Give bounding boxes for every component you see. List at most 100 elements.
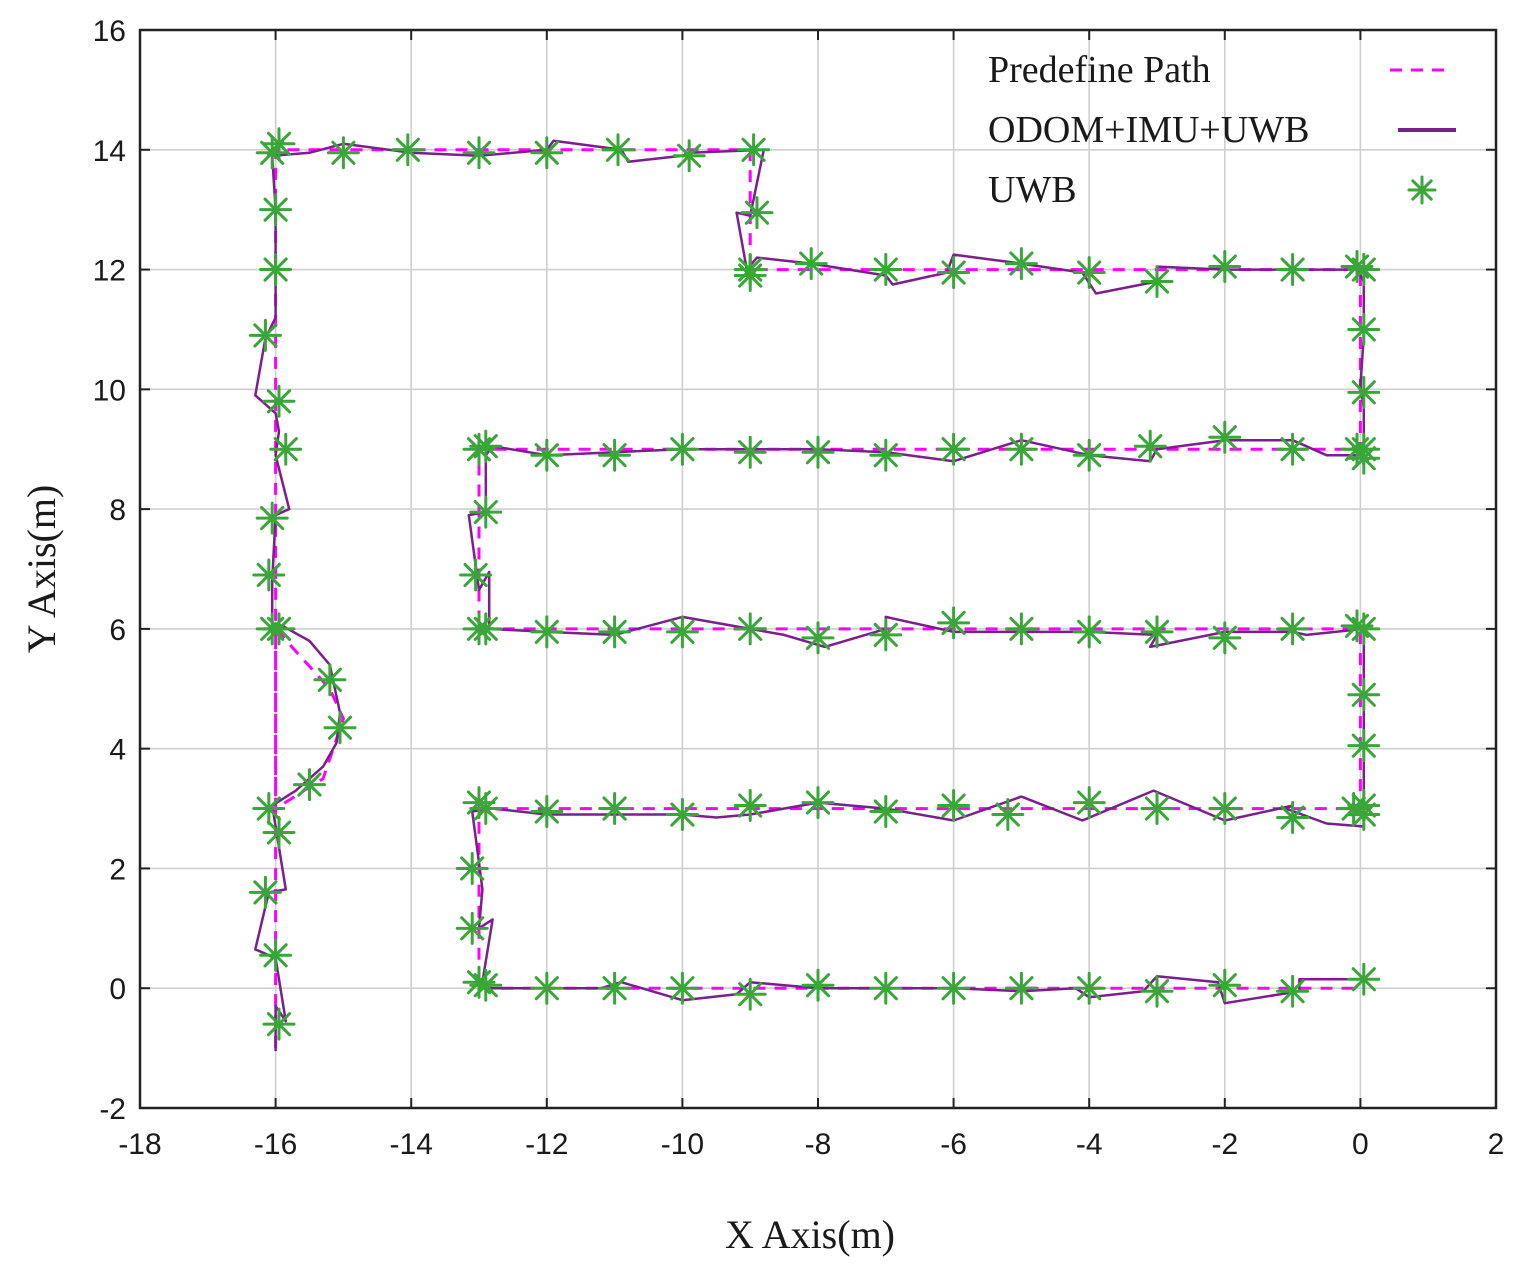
uwb-point [1208,968,1242,1002]
uwb-point [530,971,564,1005]
uwb-point [259,938,293,972]
uwb-point [801,435,835,469]
uwb-point [269,432,303,466]
uwb-point [1276,974,1310,1008]
uwb-point [598,971,632,1005]
series-uwb [248,127,1381,1041]
uwb-point [530,615,564,649]
x-tick-label: -10 [661,1128,704,1161]
uwb-point [733,789,767,823]
uwb-point [733,253,767,287]
uwb-point [801,786,835,820]
y-tick-label: -2 [99,1093,126,1126]
uwb-point [1276,612,1310,646]
uwb-point [1072,971,1106,1005]
y-tick-label: 8 [109,494,126,527]
uwb-point [1340,432,1374,466]
uwb-point [1347,678,1381,712]
y-tick-label: 2 [109,853,126,886]
uwb-point [1347,798,1381,832]
uwb-point [672,139,706,173]
uwb-point [1347,612,1381,646]
plot-series [248,127,1381,1052]
uwb-point [262,1007,296,1041]
uwb-point [1347,441,1381,475]
uwb-point [937,971,971,1005]
uwb-point [469,429,503,463]
uwb-point [1208,621,1242,655]
uwb-point [937,256,971,290]
uwb-point [869,971,903,1005]
uwb-point [1276,432,1310,466]
uwb-point [665,432,699,466]
uwb-point [326,136,360,170]
uwb-point [1140,615,1174,649]
uwb-point [601,133,635,167]
uwb-point [323,711,357,745]
uwb-point [259,193,293,227]
uwb-point [869,438,903,472]
uwb-point [869,795,903,829]
uwb-point [1208,250,1242,284]
y-tick-label: 0 [109,973,126,1006]
uwb-point [1140,792,1174,826]
uwb-point [255,501,289,535]
uwb-point [255,612,289,646]
uwb-point [665,798,699,832]
uwb-point [455,911,489,945]
uwb-point [801,968,835,1002]
y-tick-label: 16 [93,15,126,48]
uwb-point [530,136,564,170]
uwb-point [1347,312,1381,346]
uwb-point [665,971,699,1005]
legend-label: ODOM+IMU+UWB [988,109,1310,151]
uwb-point [262,816,296,850]
uwb-point [255,136,289,170]
uwb-point [1140,974,1174,1008]
x-tick-label: -4 [1076,1128,1103,1161]
uwb-point [1004,612,1038,646]
uwb-point [733,435,767,469]
uwb-point [869,618,903,652]
uwb-point [737,133,771,167]
uwb-point [598,615,632,649]
uwb-point [1004,247,1038,281]
uwb-point [1276,801,1310,835]
uwb-point [252,792,286,826]
uwb-point [259,253,293,287]
x-tick-label: -2 [1211,1128,1238,1161]
y-axis-label: Y Axis(m) [19,485,64,654]
uwb-point [1072,786,1106,820]
uwb-point [530,438,564,472]
uwb-point [391,133,425,167]
uwb-point [462,786,496,820]
uwb-point [733,612,767,646]
uwb-point [469,612,503,646]
legend: Predefine Path ODOM+IMU+UWB UWB [988,49,1456,211]
legend-label: UWB [988,169,1077,211]
uwb-point [262,384,296,418]
x-tick-label: 2 [1488,1128,1505,1161]
uwb-point [248,318,282,352]
uwb-point [740,196,774,230]
grid [140,30,1496,1108]
x-tick-label: -6 [940,1128,967,1161]
uwb-point [530,795,564,829]
uwb-point [801,621,835,655]
series-odom-imu-uwb [254,139,1366,1052]
y-tick-label: 10 [93,374,126,407]
x-tick-label: 0 [1352,1128,1369,1161]
x-tick-label: -18 [118,1128,161,1161]
uwb-point [1347,253,1381,287]
uwb-point [869,253,903,287]
uwb-point [1347,729,1381,763]
uwb-point [459,558,493,592]
x-tick-label: -8 [805,1128,832,1161]
x-tick-label: -12 [525,1128,568,1161]
uwb-point [991,798,1025,832]
x-tick-label: -14 [390,1128,433,1161]
uwb-point [1072,615,1106,649]
uwb-point [469,495,503,529]
uwb-point [248,875,282,909]
